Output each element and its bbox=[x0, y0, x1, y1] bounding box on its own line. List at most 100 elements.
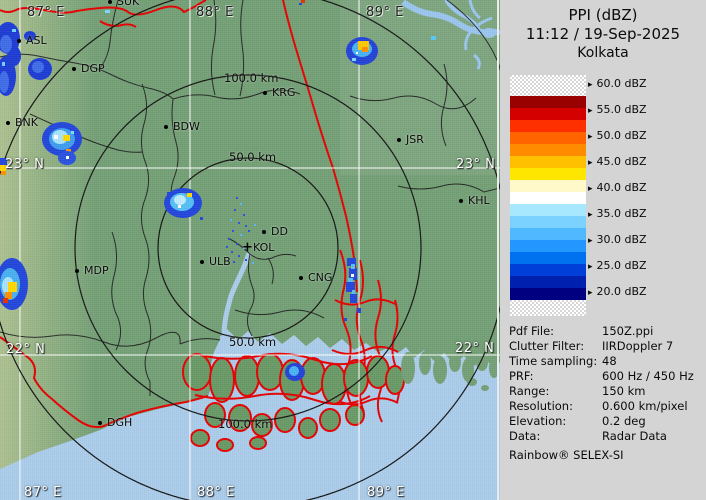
scale-tick-arrow: ▸ bbox=[588, 288, 593, 298]
district-boundaries bbox=[0, 0, 500, 396]
info-label: Elevation: bbox=[509, 414, 567, 428]
ring-label-layer: 100.0 km 50.0 km 50.0 km 100.0 km bbox=[218, 71, 279, 431]
scale-band bbox=[510, 156, 586, 168]
town-label-cng: CNG bbox=[308, 271, 333, 284]
range-ring-label: 50.0 km bbox=[229, 150, 277, 164]
scan-info-table: Pdf File: 150Z.ppi Clutter Filter: IIRDoppl… bbox=[509, 324, 704, 444]
scale-tick-arrow: ▸ bbox=[588, 236, 593, 246]
town-label-bdw: BDW bbox=[173, 120, 200, 133]
radar-site-marker: + bbox=[242, 240, 253, 255]
graticule-label: 89° E bbox=[367, 485, 405, 500]
info-value: 150Z.ppi bbox=[602, 324, 654, 338]
town-label-dd: DD bbox=[271, 225, 288, 238]
software-brand: Rainbow® SELEX-SI bbox=[509, 448, 624, 462]
radar-map: SUK ASL DGP BNK KRG BDW JSR KHL DD + KOL ULB CNG MDP D… bbox=[0, 0, 500, 500]
info-value: 0.2 deg bbox=[602, 414, 646, 428]
dbz-scale-label: ▸ 30.0 dBZ bbox=[588, 233, 647, 246]
town-label-dgp: DGP bbox=[81, 62, 105, 75]
info-label: Clutter Filter: bbox=[509, 339, 585, 353]
scale-band bbox=[510, 144, 586, 156]
town-dot bbox=[200, 260, 204, 264]
graticule-label: 87° E bbox=[27, 5, 65, 20]
town-dot bbox=[75, 269, 79, 273]
town-dot bbox=[17, 39, 21, 43]
scale-tick-arrow: ▸ bbox=[588, 132, 593, 142]
graticule-label: 23° N bbox=[456, 157, 496, 172]
scale-band bbox=[510, 96, 586, 108]
range-ring-label: 100.0 km bbox=[218, 417, 273, 431]
info-row: Resolution: 0.600 km/pixel bbox=[509, 399, 704, 414]
info-row: Elevation: 0.2 deg bbox=[509, 414, 704, 429]
info-value: Radar Data bbox=[602, 429, 667, 443]
range-ring-label: 50.0 km bbox=[229, 335, 277, 349]
info-label: Range: bbox=[509, 384, 550, 398]
town-label-kol: KOL bbox=[253, 241, 275, 254]
graticule-label: 88° E bbox=[197, 485, 235, 500]
scale-band bbox=[510, 276, 586, 288]
product-title: PPI (dBZ) bbox=[568, 6, 638, 24]
info-label: Data: bbox=[509, 429, 541, 443]
info-label: PRF: bbox=[509, 369, 534, 383]
scale-band bbox=[510, 264, 586, 276]
latlon-grid bbox=[0, 0, 500, 500]
scale-band-nodata bbox=[510, 300, 586, 316]
town-dot bbox=[397, 138, 401, 142]
station-name: Kolkata bbox=[577, 45, 629, 61]
town-label-asl: ASL bbox=[26, 34, 47, 47]
dbz-scale-label: ▸ 50.0 dBZ bbox=[588, 129, 647, 142]
scale-tick-arrow: ▸ bbox=[588, 262, 593, 272]
town-dot bbox=[72, 67, 76, 71]
town-dot bbox=[164, 125, 168, 129]
town-dot bbox=[459, 199, 463, 203]
info-value: 150 km bbox=[602, 384, 646, 398]
town-dot bbox=[6, 121, 10, 125]
side-panel: PPI (dBZ) 11:12 / 19-Sep-2025 Kolkata ▸ 6… bbox=[500, 0, 706, 500]
info-row: Pdf File: 150Z.ppi bbox=[509, 324, 704, 339]
town-dot bbox=[108, 0, 112, 4]
graticule-label: 22° N bbox=[455, 341, 495, 356]
graticule-label: 22° N bbox=[6, 342, 46, 357]
scale-tick-arrow: ▸ bbox=[588, 210, 593, 220]
scale-band bbox=[510, 168, 586, 180]
scale-band bbox=[510, 120, 586, 132]
town-label-bnk: BNK bbox=[15, 116, 38, 129]
scale-band bbox=[510, 240, 586, 252]
town-dot bbox=[262, 230, 266, 234]
graticule-label: 89° E bbox=[366, 5, 404, 20]
map-panel-divider bbox=[497, 0, 499, 500]
range-ring-label: 100.0 km bbox=[224, 71, 279, 85]
info-value: IIRDoppler 7 bbox=[602, 339, 674, 353]
scale-band bbox=[510, 252, 586, 264]
graticule-label: 88° E bbox=[196, 5, 234, 20]
map-graphics bbox=[0, 0, 500, 500]
dbz-scale-label: ▸ 25.0 dBZ bbox=[588, 259, 647, 272]
info-label: Resolution: bbox=[509, 399, 573, 413]
radar-echo-layer bbox=[0, 0, 436, 381]
dbz-scale-label: ▸ 20.0 dBZ bbox=[588, 285, 647, 298]
scale-band bbox=[510, 216, 586, 228]
scale-band bbox=[510, 132, 586, 144]
town-label-layer: SUK ASL DGP BNK KRG BDW JSR KHL DD + KOL ULB CNG MDP D… bbox=[6, 0, 490, 429]
range-rings bbox=[0, 0, 500, 500]
scale-tick-arrow: ▸ bbox=[588, 158, 593, 168]
ne-river-pool bbox=[482, 28, 496, 38]
town-label-jsr: JSR bbox=[406, 133, 424, 146]
town-label-suk: SUK bbox=[117, 0, 140, 8]
scale-band bbox=[510, 228, 586, 240]
dbz-scale-label: ▸ 60.0 dBZ bbox=[588, 77, 647, 90]
scale-tick-arrow: ▸ bbox=[588, 80, 593, 90]
info-label: Time sampling: bbox=[509, 354, 598, 368]
info-value: 48 bbox=[602, 354, 617, 368]
dbz-scale-label: ▸ 35.0 dBZ bbox=[588, 207, 647, 220]
town-label-khl: KHL bbox=[468, 194, 490, 207]
town-dot bbox=[263, 91, 267, 95]
dbz-color-scale bbox=[510, 75, 586, 316]
dbz-scale-label: ▸ 40.0 dBZ bbox=[588, 181, 647, 194]
graticule-label: 23° N bbox=[5, 157, 45, 172]
sundarbans-channels bbox=[194, 352, 373, 406]
scale-tick-arrow: ▸ bbox=[588, 184, 593, 194]
info-row: Data: Radar Data bbox=[509, 429, 704, 444]
dbz-scale-label: ▸ 55.0 dBZ bbox=[588, 103, 647, 116]
sundarbans-islands bbox=[182, 353, 405, 452]
